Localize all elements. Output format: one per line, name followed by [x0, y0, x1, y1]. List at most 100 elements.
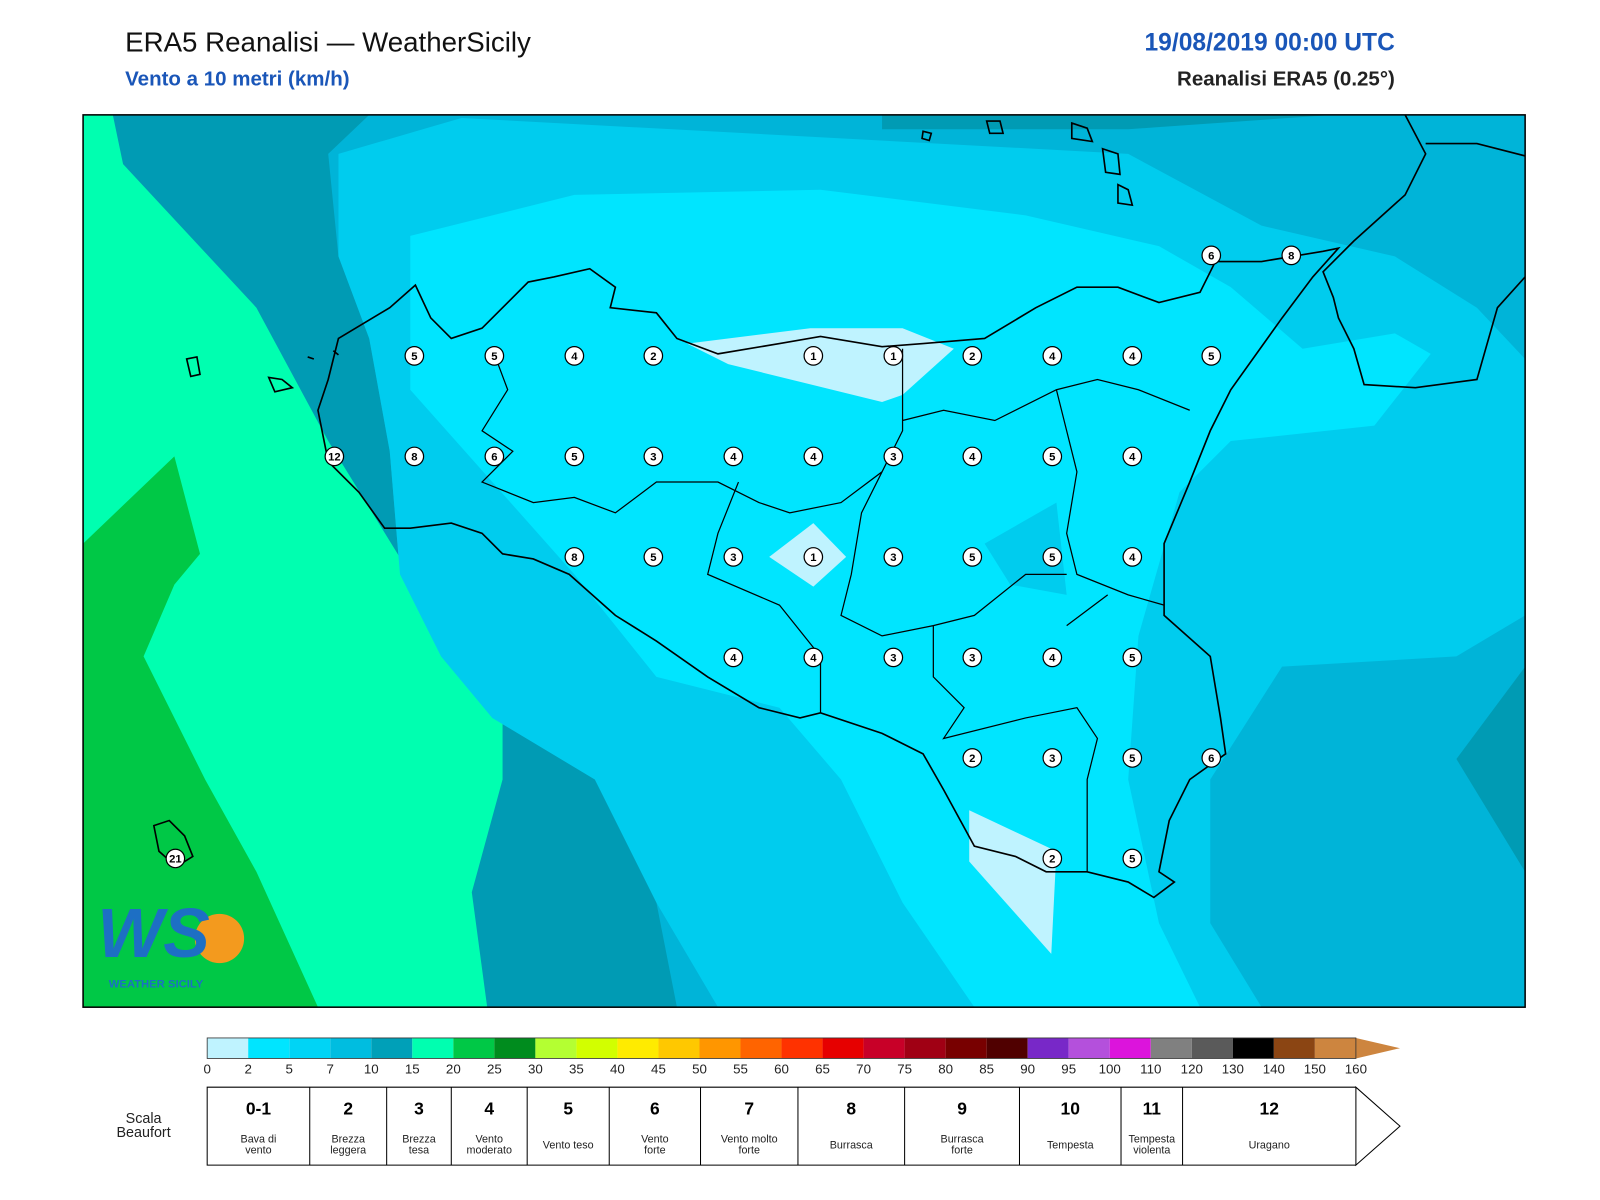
station-value: 5 — [1208, 351, 1214, 363]
colorbar-tick-label: 25 — [487, 1061, 502, 1076]
station-value: 2 — [1049, 853, 1055, 865]
beaufort-label: Brezza — [331, 1133, 364, 1145]
station-marker — [723, 446, 744, 467]
station-value: 3 — [890, 552, 896, 564]
colorbar-segment — [207, 1037, 249, 1059]
station: 4 — [1042, 346, 1063, 366]
station-marker — [643, 547, 664, 567]
beaufort-label: Bava di — [241, 1133, 277, 1145]
beaufort-force: 6 — [650, 1098, 660, 1118]
colorbar-segment — [453, 1037, 495, 1059]
colorbar-tick-label: 65 — [815, 1061, 830, 1076]
station-marker — [883, 647, 904, 668]
station-value: 5 — [491, 351, 497, 363]
colorbar-tick-label: 2 — [244, 1061, 251, 1076]
station: 4 — [803, 446, 824, 467]
station: 5 — [404, 346, 425, 366]
colorbar-segment — [863, 1037, 905, 1059]
colorbar-tick-label: 85 — [979, 1061, 994, 1076]
logo-mark: WS — [97, 894, 209, 972]
colorbar-tick-label: 5 — [286, 1061, 293, 1076]
island — [185, 350, 339, 393]
station: 4 — [723, 647, 744, 668]
colorbar-segment — [904, 1037, 946, 1059]
station-marker — [564, 346, 585, 366]
station: 4 — [564, 346, 585, 366]
colorbar-segment — [289, 1037, 331, 1059]
colorbar-segment — [1109, 1037, 1151, 1059]
beaufort-label: Brezza — [402, 1133, 435, 1145]
station-value: 5 — [1129, 652, 1135, 664]
colorbar-tick-label: 130 — [1222, 1061, 1244, 1076]
station-marker — [1042, 748, 1063, 768]
station-value: 4 — [730, 652, 737, 664]
beaufort-force: 3 — [414, 1098, 424, 1118]
station-marker — [1122, 748, 1143, 768]
colorbar-segment — [658, 1037, 700, 1059]
station-marker — [1201, 346, 1222, 366]
station-marker — [1201, 245, 1222, 266]
station-marker — [962, 346, 983, 366]
station-value: 8 — [1288, 250, 1294, 262]
colorbar-segment — [945, 1037, 987, 1059]
station-marker — [1042, 446, 1063, 467]
logo-sun — [194, 913, 245, 964]
station-marker — [803, 346, 824, 366]
station: 4 — [803, 647, 824, 668]
title: ERA5 Reanalisi — WeatherSicily — [125, 26, 531, 57]
beaufort-force: 4 — [484, 1098, 494, 1118]
station: 5 — [1122, 748, 1143, 768]
beaufort-label: forte — [951, 1145, 973, 1157]
contour — [83, 456, 318, 1008]
station: 2 — [962, 748, 983, 768]
station-marker — [1042, 346, 1063, 366]
station-value: 4 — [1049, 652, 1056, 664]
contour — [1456, 666, 1526, 872]
station: 6 — [484, 446, 505, 467]
contour — [882, 114, 1334, 130]
station-value: 4 — [1049, 351, 1056, 363]
station-value: 4 — [969, 451, 976, 463]
station: 5 — [962, 547, 983, 567]
colorbar-tick-label: 40 — [610, 1061, 625, 1076]
station-marker — [1122, 647, 1143, 668]
station: 3 — [883, 547, 904, 567]
station-value: 3 — [969, 652, 975, 664]
station-value: 3 — [1049, 753, 1055, 765]
colorbar-tick-label: 0 — [203, 1061, 210, 1076]
station: 3 — [1042, 748, 1063, 768]
colorbar-segment — [740, 1037, 782, 1059]
date: 19/08/2019 00:00 UTC — [1144, 30, 1395, 57]
station-value: 6 — [1208, 250, 1214, 262]
station-marker — [484, 446, 505, 467]
station-marker — [1281, 245, 1302, 266]
colorbar-tick-label: 7 — [327, 1061, 334, 1076]
station-marker — [803, 547, 824, 567]
colorbar-tick-label: 70 — [856, 1061, 871, 1076]
colorbar-segment — [1314, 1037, 1356, 1059]
station-marker — [324, 446, 345, 467]
station: 5 — [1122, 647, 1143, 668]
station-marker — [165, 848, 186, 869]
beaufort-label: Burrasca — [941, 1133, 984, 1145]
beaufort-force: 11 — [1143, 1098, 1162, 1118]
colorbar-segment — [699, 1037, 741, 1059]
colorbar-tick-label: 80 — [938, 1061, 953, 1076]
beaufort-force: 7 — [744, 1098, 754, 1118]
contour — [969, 810, 1057, 954]
station: 5 — [564, 446, 585, 467]
beaufort-title: Beaufort — [116, 1125, 170, 1141]
station-value: 3 — [890, 451, 896, 463]
beaufort-label: Burrasca — [830, 1139, 873, 1151]
colorbar-tick-label: 90 — [1020, 1061, 1035, 1076]
station-value: 4 — [810, 451, 817, 463]
colorbar-segment — [781, 1037, 823, 1059]
station-marker — [564, 547, 585, 567]
station-marker — [643, 446, 664, 467]
station-value: 5 — [1129, 853, 1135, 865]
station-value: 5 — [571, 451, 577, 463]
station-value: 5 — [1049, 552, 1055, 564]
station: 6 — [1201, 245, 1222, 266]
station: 4 — [962, 446, 983, 467]
colorbar-tick-label: 60 — [774, 1061, 789, 1076]
